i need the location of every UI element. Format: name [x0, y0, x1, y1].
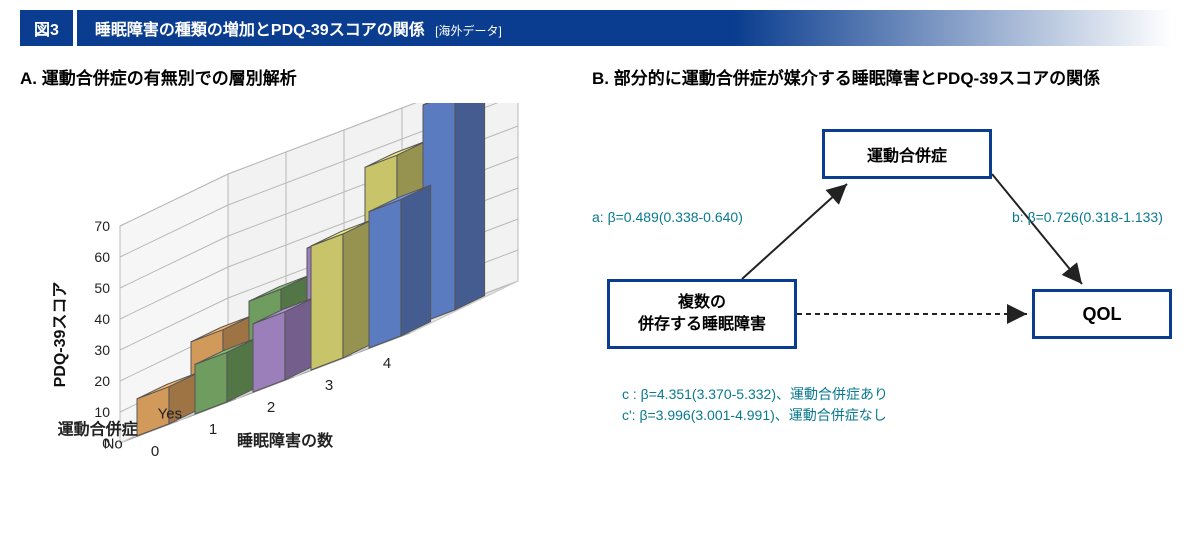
bar3d-svg: 01020304050607001234YesNoPDQ-39スコア運動合併症睡…: [20, 103, 540, 523]
figure-label: 図3: [20, 10, 73, 46]
title-text: 睡眠障害の種類の増加とPDQ-39スコアの関係: [95, 22, 425, 39]
panels-row: A. 運動合併症の有無別での層別解析 01020304050607001234Y…: [20, 64, 1172, 523]
svg-text:Yes: Yes: [158, 406, 182, 423]
label-c-text: c : β=4.351(3.370-5.332)、運動合併症あり c': β=3…: [622, 386, 888, 423]
panel-a-title: A. 運動合併症の有無別での層別解析: [20, 64, 572, 89]
box-predictor: 複数の 併存する睡眠障害: [607, 279, 797, 349]
svg-text:1: 1: [209, 421, 217, 438]
label-b: b: β=0.726(0.318-1.133): [1012, 209, 1163, 225]
bar3d-chart: 01020304050607001234YesNoPDQ-39スコア運動合併症睡…: [20, 103, 540, 523]
svg-text:30: 30: [94, 342, 110, 358]
svg-text:2: 2: [267, 399, 275, 416]
svg-text:運動合併症: 運動合併症: [58, 420, 138, 439]
title-subtext: [海外データ]: [435, 24, 502, 38]
box-mediator: 運動合併症: [822, 129, 992, 179]
svg-text:70: 70: [94, 218, 110, 234]
svg-text:60: 60: [94, 249, 110, 265]
panel-b-title: B. 部分的に運動合併症が媒介する睡眠障害とPDQ-39スコアの関係: [592, 64, 1172, 89]
svg-text:睡眠障害の数: 睡眠障害の数: [237, 431, 334, 450]
svg-text:50: 50: [94, 280, 110, 296]
edge-a: [742, 184, 847, 279]
svg-text:20: 20: [94, 373, 110, 389]
svg-text:0: 0: [151, 443, 159, 460]
box-outcome: QOL: [1032, 289, 1172, 339]
mediation-diagram: 運動合併症 複数の 併存する睡眠障害 QOL a: β=0.489(0.338-…: [592, 129, 1172, 489]
svg-text:10: 10: [94, 404, 110, 420]
box-predictor-text: 複数の 併存する睡眠障害: [638, 292, 766, 337]
label-a: a: β=0.489(0.338-0.640): [592, 209, 743, 225]
edge-b: [992, 174, 1082, 284]
svg-text:4: 4: [383, 355, 391, 372]
figure-title: 睡眠障害の種類の増加とPDQ-39スコアの関係 [海外データ]: [77, 10, 1172, 46]
title-bar: 図3 睡眠障害の種類の増加とPDQ-39スコアの関係 [海外データ]: [20, 10, 1172, 46]
svg-text:3: 3: [325, 377, 333, 394]
svg-text:40: 40: [94, 311, 110, 327]
panel-b: B. 部分的に運動合併症が媒介する睡眠障害とPDQ-39スコアの関係 運動合併症…: [592, 64, 1172, 523]
panel-a: A. 運動合併症の有無別での層別解析 01020304050607001234Y…: [20, 64, 572, 523]
svg-text:PDQ-39スコア: PDQ-39スコア: [52, 282, 69, 388]
figure-container: 図3 睡眠障害の種類の増加とPDQ-39スコアの関係 [海外データ] A. 運動…: [0, 0, 1192, 547]
label-c: c : β=4.351(3.370-5.332)、運動合併症あり c': β=3…: [622, 384, 888, 426]
